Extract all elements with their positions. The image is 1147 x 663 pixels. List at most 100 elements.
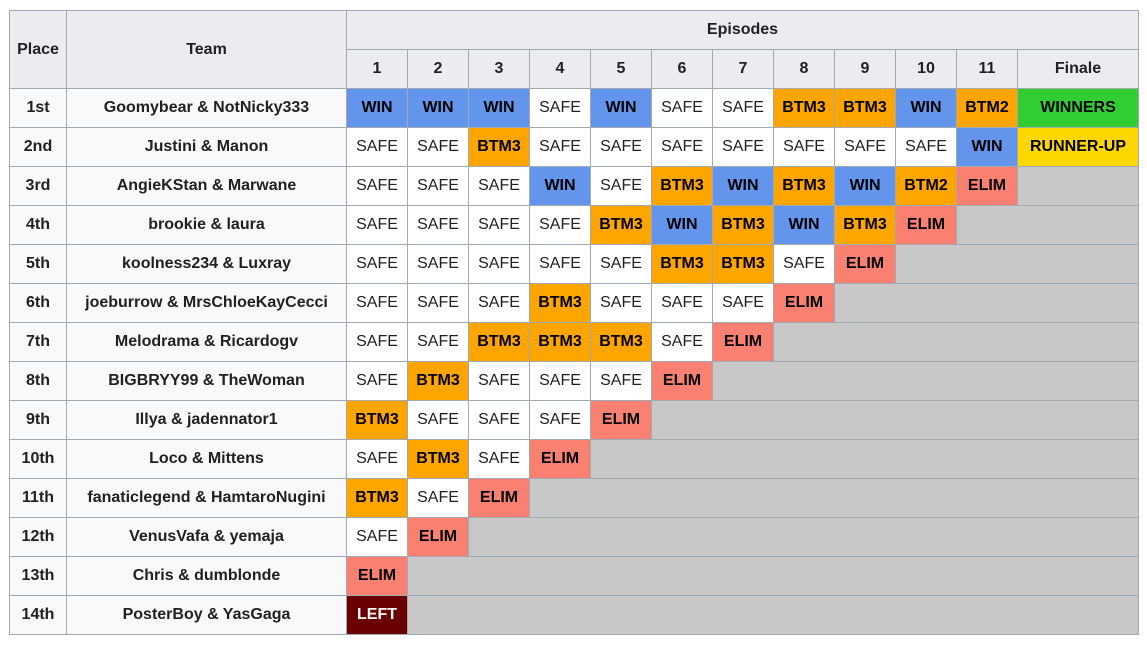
team: brookie & laura (66, 205, 347, 245)
result: WIN (956, 127, 1018, 167)
result: ELIM (712, 322, 774, 362)
result: SAFE (407, 166, 469, 206)
place: 1st (9, 88, 67, 128)
place: 7th (9, 322, 67, 362)
result: SAFE (529, 88, 591, 128)
episode-header: 3 (468, 49, 530, 89)
row: 6th joeburrow & MrsChloeKayCecci SAFE SAFE S… (9, 283, 1139, 323)
result: BTM3 (590, 322, 652, 362)
result: WIN (346, 88, 408, 128)
result: SAFE (468, 283, 530, 323)
result: SAFE (651, 88, 713, 128)
result: BTM3 (468, 127, 530, 167)
result: WIN (834, 166, 896, 206)
result: SAFE (651, 283, 713, 323)
result: BTM2 (956, 88, 1018, 128)
result: SAFE (468, 400, 530, 440)
episodes-header: Episodes (346, 10, 1139, 50)
empty-cell (956, 205, 1139, 245)
result: LEFT (346, 595, 408, 635)
result: BTM3 (529, 322, 591, 362)
empty-cell (834, 283, 1139, 323)
result: ELIM (773, 283, 835, 323)
team: Melodrama & Ricardogv (66, 322, 347, 362)
result: SAFE (346, 166, 408, 206)
team: AngieKStan & Marwane (66, 166, 347, 206)
result: SAFE (651, 322, 713, 362)
result: ELIM (346, 556, 408, 596)
result: WIN (468, 88, 530, 128)
team: koolness234 & Luxray (66, 244, 347, 284)
row: 2nd Justini & Manon SAFE SAFE BTM3 SAFE SAFE SA… (9, 127, 1139, 167)
team: fanaticlegend & HamtaroNugini (66, 478, 347, 518)
result: SAFE (407, 400, 469, 440)
place: 14th (9, 595, 67, 635)
episode-header: 8 (773, 49, 835, 89)
result: SAFE (529, 205, 591, 245)
place: 4th (9, 205, 67, 245)
result: SAFE (773, 127, 835, 167)
result: SAFE (468, 439, 530, 479)
row: 5th koolness234 & Luxray SAFE SAFE SAFE SAFE S… (9, 244, 1139, 284)
result: SAFE (346, 517, 408, 557)
result: SAFE (468, 166, 530, 206)
place: 8th (9, 361, 67, 401)
row: 12th VenusVafa & yemaja SAFE ELIM (9, 517, 1139, 557)
row: 10th Loco & Mittens SAFE BTM3 SAFE ELIM (9, 439, 1139, 479)
result: SAFE (346, 127, 408, 167)
result: BTM3 (712, 244, 774, 284)
episode-header: 10 (895, 49, 957, 89)
team: PosterBoy & YasGaga (66, 595, 347, 635)
result: WIN (529, 166, 591, 206)
result: BTM3 (346, 400, 408, 440)
result: ELIM (895, 205, 957, 245)
row: 9th Illya & jadennator1 BTM3 SAFE SAFE SAFE EL… (9, 400, 1139, 440)
result: SAFE (834, 127, 896, 167)
result: ELIM (468, 478, 530, 518)
row: 4th brookie & laura SAFE SAFE SAFE SAFE BTM3 WI… (9, 205, 1139, 245)
result: SAFE (346, 322, 408, 362)
result: SAFE (468, 244, 530, 284)
results-table: Place Team Episodes 1 2 3 4 5 6 7 8 9 10 11 Finale … (9, 10, 1139, 635)
result: SAFE (468, 205, 530, 245)
row: 11th fanaticlegend & HamtaroNugini BTM3 SAF… (9, 478, 1139, 518)
result: BTM3 (590, 205, 652, 245)
empty-cell (773, 322, 1139, 362)
result: WIN (590, 88, 652, 128)
result: BTM3 (651, 244, 713, 284)
row: 14th PosterBoy & YasGaga LEFT (9, 595, 1139, 635)
result: SAFE (712, 283, 774, 323)
result: WIN (895, 88, 957, 128)
empty-cell (895, 244, 1139, 284)
result: BTM3 (407, 361, 469, 401)
place: 2nd (9, 127, 67, 167)
result: BTM3 (834, 205, 896, 245)
result: SAFE (712, 88, 774, 128)
result: SAFE (590, 283, 652, 323)
place: 13th (9, 556, 67, 596)
result: SAFE (468, 361, 530, 401)
result: SAFE (407, 205, 469, 245)
result: SAFE (346, 439, 408, 479)
team: Loco & Mittens (66, 439, 347, 479)
result: BTM3 (651, 166, 713, 206)
row: 3rd AngieKStan & Marwane SAFE SAFE SAFE WIN SA… (9, 166, 1139, 206)
team: Goomybear & NotNicky333 (66, 88, 347, 128)
result: ELIM (651, 361, 713, 401)
result: SAFE (346, 244, 408, 284)
result: SAFE (590, 166, 652, 206)
team: BIGBRYY99 & TheWoman (66, 361, 347, 401)
result: BTM3 (529, 283, 591, 323)
team: Illya & jadennator1 (66, 400, 347, 440)
result: SAFE (529, 361, 591, 401)
result: WINNERS (1017, 88, 1139, 128)
place: 11th (9, 478, 67, 518)
empty-cell (712, 361, 1139, 401)
result: SAFE (407, 244, 469, 284)
episode-header: Finale (1017, 49, 1139, 89)
episode-header: 7 (712, 49, 774, 89)
result: RUNNER-UP (1017, 127, 1139, 167)
result: WIN (773, 205, 835, 245)
place: 5th (9, 244, 67, 284)
row: 13th Chris & dumblonde ELIM (9, 556, 1139, 596)
